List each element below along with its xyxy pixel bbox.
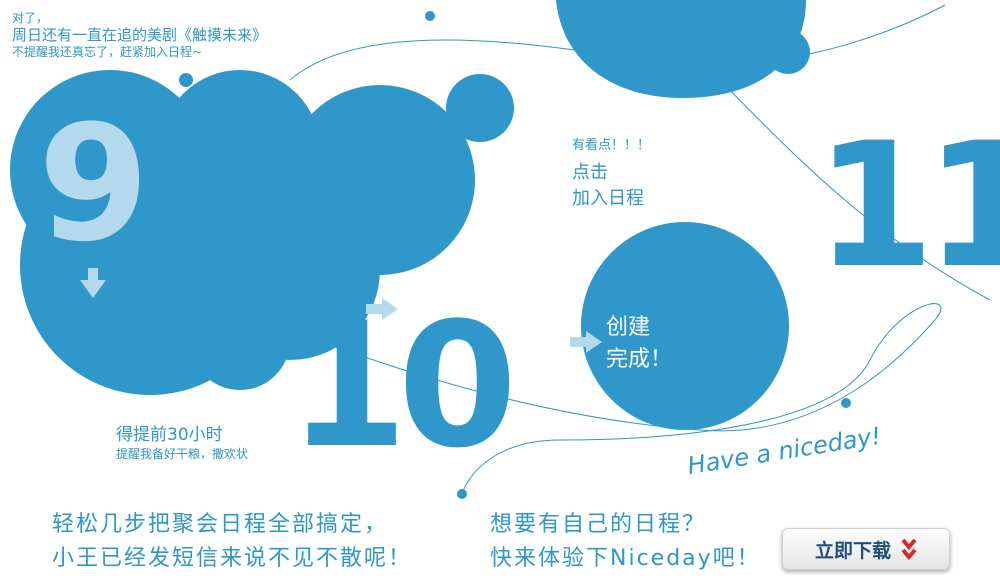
reminder-subtitle: 提醒我备好干粮，撒欢状 bbox=[116, 447, 249, 461]
bubble-cloud-6 bbox=[446, 74, 514, 142]
download-button-label: 立即下载 bbox=[814, 539, 891, 562]
dot-left bbox=[179, 73, 193, 87]
arrow-right-icon bbox=[366, 298, 398, 320]
step-number-9: 9 bbox=[38, 90, 149, 277]
dot-curve-2 bbox=[457, 489, 467, 499]
dot-top bbox=[425, 11, 435, 21]
intro-line: 对了， bbox=[12, 11, 49, 25]
bubble-top bbox=[556, 0, 806, 98]
hint-highlight: 有看点！！！ bbox=[572, 138, 651, 153]
bottom-mid-text: 想要有自己的日程？ 快来体验下Niceday吧！ bbox=[490, 508, 761, 576]
bottom-mid-line: 快来体验下Niceday吧！ bbox=[490, 546, 761, 571]
intro-line: 周日还有一直在追的美剧《触摸未来》 bbox=[12, 26, 268, 44]
intro-text: 对了， 周日还有一直在追的美剧《触摸未来》 不提醒我还真忘了，赶紧加入日程~ bbox=[12, 10, 267, 61]
hint-click-add: 点击 加入日程 bbox=[572, 160, 644, 212]
bottom-mid-line: 想要有自己的日程？ bbox=[490, 512, 707, 537]
bottom-left-text: 轻松几步把聚会日程全部搞定， 小王已经发短信来说不见不散呢！ bbox=[52, 508, 412, 576]
arrow-down-icon bbox=[80, 268, 106, 298]
curve-line-bottom bbox=[289, 303, 942, 495]
done-text: 创建 完成！ bbox=[606, 312, 672, 376]
dot-curve-1 bbox=[841, 398, 851, 408]
step-number-10: 10 bbox=[288, 285, 517, 486]
done-line: 完成！ bbox=[606, 347, 673, 372]
hint-click-line: 加入日程 bbox=[572, 188, 644, 209]
reminder-title: 得提前30小时 bbox=[116, 425, 223, 445]
bottom-left-line: 小王已经发短信来说不见不散呢！ bbox=[52, 546, 413, 571]
arrow-right-icon bbox=[570, 331, 602, 353]
bubble-cloud-7 bbox=[190, 290, 290, 390]
done-line: 创建 bbox=[606, 315, 651, 340]
intro-line: 不提醒我还真忘了，赶紧加入日程~ bbox=[12, 45, 203, 59]
chevron-down-double-icon bbox=[901, 538, 917, 560]
bubble-right bbox=[581, 222, 789, 430]
download-button[interactable]: 立即下载 bbox=[782, 528, 950, 570]
curve-line-right bbox=[699, 59, 991, 301]
bubble-top-small bbox=[766, 30, 810, 74]
bottom-left-line: 轻松几步把聚会日程全部搞定， bbox=[52, 512, 389, 537]
step-number-11: 11 bbox=[815, 105, 1000, 306]
hint-click-line: 点击 bbox=[572, 162, 608, 183]
